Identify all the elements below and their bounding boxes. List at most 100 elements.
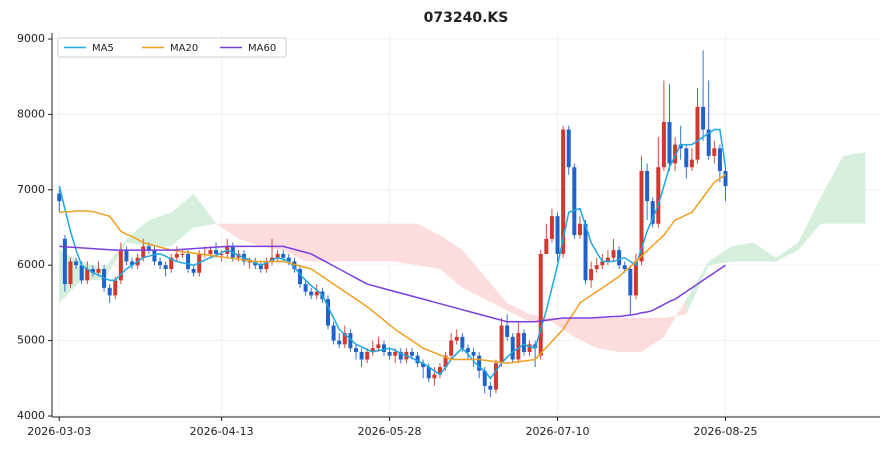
- candle-body: [701, 106, 706, 130]
- candle-body: [510, 336, 515, 360]
- candle-body: [421, 363, 426, 368]
- cloud-segment: [663, 299, 687, 337]
- cloud-segment: [260, 223, 284, 251]
- candle-body: [90, 268, 95, 273]
- candle-body: [158, 261, 163, 266]
- candle-body: [600, 261, 605, 266]
- candle-body: [331, 325, 336, 341]
- x-tick-label: 2026-05-28: [358, 425, 422, 438]
- cloud-segment: [216, 223, 239, 239]
- candle-body: [376, 344, 381, 349]
- candle-body: [152, 250, 157, 262]
- candle-body: [74, 261, 79, 266]
- candle-body: [617, 250, 622, 266]
- legend: MA5 MA20 MA60: [57, 37, 287, 58]
- candle-body: [622, 265, 627, 269]
- candle-body: [163, 265, 168, 269]
- candle-body: [57, 193, 62, 202]
- candle-body: [689, 159, 694, 168]
- candle-body: [633, 261, 638, 296]
- cloud-segment: [104, 238, 127, 281]
- candle-body: [684, 148, 689, 168]
- y-tick-label: 4000: [17, 409, 45, 422]
- candle-body: [79, 265, 84, 281]
- legend-label: MA20: [170, 43, 198, 54]
- candle-body: [409, 351, 414, 356]
- candle-body: [309, 291, 314, 296]
- candle-body: [387, 351, 392, 356]
- candle-body: [437, 367, 442, 375]
- candle-body: [678, 144, 683, 149]
- y-tick-label: 5000: [17, 334, 45, 347]
- candle-body: [393, 351, 398, 356]
- candle-body: [566, 129, 571, 168]
- cloud-segment: [462, 250, 485, 300]
- cloud-segment: [708, 246, 732, 266]
- candle-body: [572, 167, 577, 236]
- candle-body: [208, 250, 213, 254]
- cloud-segment: [350, 223, 373, 262]
- x-tick-label: 2026-03-03: [27, 425, 91, 438]
- cloud-segment: [283, 223, 306, 262]
- candle-body: [449, 340, 454, 356]
- legend-box: [57, 37, 287, 58]
- candle-body: [107, 287, 112, 296]
- candle-body: [628, 268, 633, 296]
- cloud-segment: [686, 261, 709, 315]
- candle-body: [712, 148, 717, 156]
- candle-body: [583, 223, 588, 281]
- candle-body: [275, 253, 280, 258]
- candle-body: [342, 333, 347, 345]
- candle-body: [460, 336, 465, 349]
- cloud-segment: [395, 223, 418, 266]
- candle-body: [219, 253, 224, 255]
- candle-body: [247, 261, 252, 263]
- candle-body: [432, 374, 437, 379]
- candle-body: [353, 348, 358, 352]
- cloud-segment: [574, 318, 597, 349]
- candle-body: [174, 253, 179, 258]
- candle-body: [650, 201, 655, 224]
- y-tick-label: 9000: [17, 32, 45, 45]
- candle-body: [124, 250, 129, 262]
- cloud-segment: [775, 242, 799, 262]
- candle-body: [180, 253, 185, 255]
- candle-body: [258, 265, 263, 269]
- candle-body: [723, 170, 728, 187]
- candle-body: [555, 216, 560, 254]
- cloud-segment: [641, 318, 664, 352]
- cloud-segment: [551, 318, 575, 337]
- candle-body: [326, 299, 330, 326]
- candle-body: [611, 250, 616, 258]
- candle-body: [544, 238, 549, 254]
- candle-body: [488, 385, 493, 390]
- candle-body: [594, 265, 599, 269]
- chart-title: 073240.KS: [424, 10, 509, 26]
- candle-body: [186, 253, 191, 269]
- candle-body: [415, 355, 420, 364]
- candle-body: [471, 351, 476, 356]
- candle-body: [85, 268, 90, 281]
- candle-body: [169, 257, 174, 269]
- cloud-segment: [798, 197, 821, 251]
- candle-body: [191, 268, 196, 273]
- cloud-segment: [238, 223, 261, 247]
- candle-body: [499, 325, 504, 364]
- candle-body: [281, 253, 286, 258]
- candle-body: [303, 284, 308, 292]
- cloud-segment: [596, 318, 620, 352]
- cloud-segment: [305, 223, 328, 262]
- cloud-segment: [148, 212, 172, 247]
- candle-body: [493, 363, 498, 390]
- cloud-segment: [328, 223, 351, 262]
- cloud-segment: [619, 318, 642, 352]
- ma-line: [59, 245, 726, 323]
- x-tick-label: 2026-08-25: [694, 425, 758, 438]
- candle-body: [130, 261, 135, 266]
- candle-body: [62, 238, 67, 285]
- x-tick-label: 2026-07-10: [526, 425, 590, 438]
- legend-label: MA5: [92, 43, 114, 54]
- candle-body: [549, 216, 554, 239]
- candle-body: [359, 351, 364, 360]
